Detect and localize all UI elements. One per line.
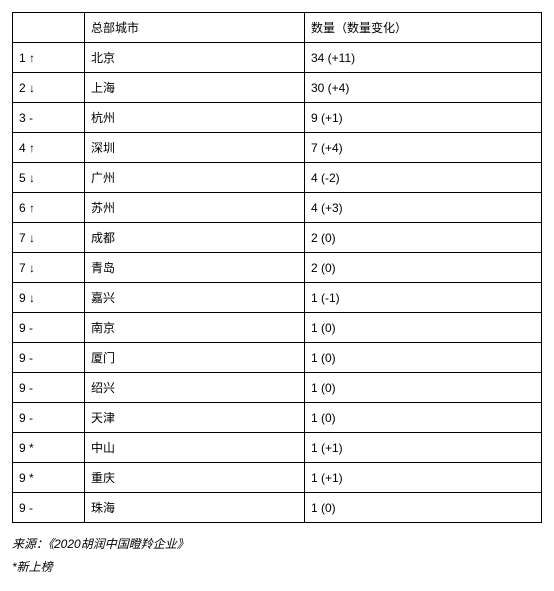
table-row: 9 *重庆1 (+1)	[13, 463, 542, 493]
cell-rank: 9 *	[13, 463, 85, 493]
cell-city: 广州	[85, 163, 305, 193]
city-table: 总部城市 数量（数量变化） 1 ↑北京34 (+11)2 ↓上海30 (+4)3…	[12, 12, 542, 523]
cell-rank: 9 -	[13, 343, 85, 373]
cell-rank: 1 ↑	[13, 43, 85, 73]
cell-count: 2 (0)	[305, 253, 542, 283]
table-row: 9 -南京1 (0)	[13, 313, 542, 343]
table-row: 9 -珠海1 (0)	[13, 493, 542, 523]
cell-city: 珠海	[85, 493, 305, 523]
cell-rank: 5 ↓	[13, 163, 85, 193]
cell-city: 重庆	[85, 463, 305, 493]
cell-rank: 9 -	[13, 493, 85, 523]
col-rank	[13, 13, 85, 43]
table-row: 9 -厦门1 (0)	[13, 343, 542, 373]
cell-rank: 7 ↓	[13, 253, 85, 283]
table-row: 5 ↓广州4 (-2)	[13, 163, 542, 193]
table-row: 9 -绍兴1 (0)	[13, 373, 542, 403]
cell-count: 4 (-2)	[305, 163, 542, 193]
cell-count: 1 (+1)	[305, 463, 542, 493]
note-line: *新上榜	[12, 556, 542, 579]
table-row: 2 ↓上海30 (+4)	[13, 73, 542, 103]
cell-count: 1 (+1)	[305, 433, 542, 463]
table-row: 9 *中山1 (+1)	[13, 433, 542, 463]
cell-count: 9 (+1)	[305, 103, 542, 133]
table-row: 7 ↓成都2 (0)	[13, 223, 542, 253]
col-city: 总部城市	[85, 13, 305, 43]
cell-count: 1 (0)	[305, 373, 542, 403]
table-row: 4 ↑深圳7 (+4)	[13, 133, 542, 163]
table-row: 1 ↑北京34 (+11)	[13, 43, 542, 73]
col-count: 数量（数量变化）	[305, 13, 542, 43]
cell-count: 1 (0)	[305, 343, 542, 373]
cell-rank: 9 ↓	[13, 283, 85, 313]
cell-rank: 2 ↓	[13, 73, 85, 103]
cell-city: 北京	[85, 43, 305, 73]
cell-rank: 4 ↑	[13, 133, 85, 163]
cell-city: 南京	[85, 313, 305, 343]
cell-count: 7 (+4)	[305, 133, 542, 163]
cell-city: 青岛	[85, 253, 305, 283]
table-row: 9 -天津1 (0)	[13, 403, 542, 433]
cell-count: 1 (-1)	[305, 283, 542, 313]
table-row: 3 -杭州9 (+1)	[13, 103, 542, 133]
cell-rank: 3 -	[13, 103, 85, 133]
cell-city: 绍兴	[85, 373, 305, 403]
table-header-row: 总部城市 数量（数量变化）	[13, 13, 542, 43]
cell-rank: 7 ↓	[13, 223, 85, 253]
cell-count: 2 (0)	[305, 223, 542, 253]
cell-city: 深圳	[85, 133, 305, 163]
cell-city: 中山	[85, 433, 305, 463]
cell-city: 杭州	[85, 103, 305, 133]
cell-rank: 9 -	[13, 403, 85, 433]
cell-rank: 6 ↑	[13, 193, 85, 223]
cell-city: 嘉兴	[85, 283, 305, 313]
cell-city: 天津	[85, 403, 305, 433]
table-row: 9 ↓嘉兴1 (-1)	[13, 283, 542, 313]
table-row: 7 ↓青岛2 (0)	[13, 253, 542, 283]
cell-count: 1 (0)	[305, 403, 542, 433]
cell-count: 1 (0)	[305, 493, 542, 523]
cell-city: 苏州	[85, 193, 305, 223]
cell-city: 成都	[85, 223, 305, 253]
cell-rank: 9 -	[13, 373, 85, 403]
cell-count: 1 (0)	[305, 313, 542, 343]
cell-rank: 9 *	[13, 433, 85, 463]
source-line: 来源：《2020胡润中国瞪羚企业》	[12, 533, 542, 556]
cell-count: 4 (+3)	[305, 193, 542, 223]
cell-city: 厦门	[85, 343, 305, 373]
cell-city: 上海	[85, 73, 305, 103]
cell-rank: 9 -	[13, 313, 85, 343]
cell-count: 30 (+4)	[305, 73, 542, 103]
cell-count: 34 (+11)	[305, 43, 542, 73]
table-row: 6 ↑苏州4 (+3)	[13, 193, 542, 223]
